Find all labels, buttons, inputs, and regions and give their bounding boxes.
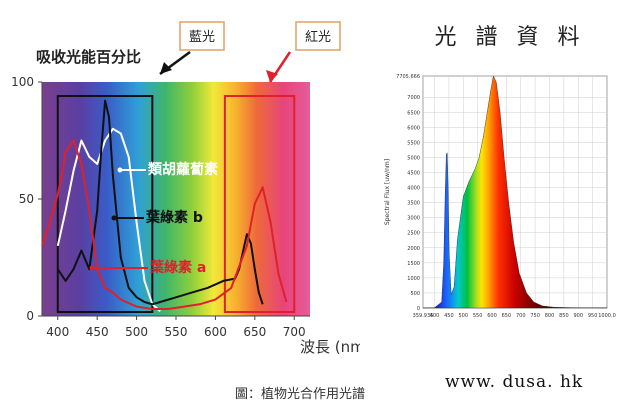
x-axis-title: 波長 (nm) xyxy=(300,338,360,356)
spectrum-y-tick-label: 2500 xyxy=(407,231,420,237)
spectrum-x-tick-label: 900 xyxy=(573,313,583,319)
spectrum-y-tick-label: 4500 xyxy=(407,171,420,177)
spectral-flux-area xyxy=(422,75,608,309)
x-tick-label: 500 xyxy=(125,325,148,339)
red-light-label: 紅光 xyxy=(305,30,331,45)
spectrum-x-tick-label: 700 xyxy=(516,313,526,319)
spectrum-x-tick-label: 550 xyxy=(473,313,483,319)
spectrum-x-tick-label: 800 xyxy=(545,313,555,319)
x-tick-label: 400 xyxy=(46,325,69,339)
spectrum-y-tick-label: 1500 xyxy=(407,261,420,267)
spectrum-y-tick-label: 7000 xyxy=(407,95,420,101)
spectrum-x-tick-label: 750 xyxy=(530,313,540,319)
x-tick-label: 600 xyxy=(204,325,227,339)
spectrum-x-tick-label: 359.935 xyxy=(413,313,434,319)
spectrum-title: 光 譜 資 料 xyxy=(435,25,586,50)
spectrum-axes: 0 500 1000 1500 2000 2500 3000 3500 4000 4500 5000… xyxy=(384,74,616,319)
spectrum-y-tick-label: 6500 xyxy=(407,110,420,116)
spectrum-x-tick-label: 500 xyxy=(458,313,468,319)
spectrum-y-tick-label: 1000 xyxy=(407,276,420,282)
red-light-callout-box xyxy=(295,21,341,51)
x-tick-label: 650 xyxy=(243,325,266,339)
red-light-arrowhead xyxy=(266,70,278,82)
spectrum-x-tick-label: 650 xyxy=(502,313,512,319)
spectrum-area xyxy=(422,75,608,309)
band-boxes xyxy=(56,95,296,313)
series-line-2 xyxy=(41,139,288,310)
band-box-blue xyxy=(56,95,154,313)
series-label-0: 類胡蘿蔔素 xyxy=(147,161,218,178)
chart-title-group: 吸收光能百分比 xyxy=(36,48,141,66)
x-tick-label: 450 xyxy=(86,325,109,339)
x-tick-label: 700 xyxy=(283,325,306,339)
spectrum-y-tick-label: 3500 xyxy=(407,201,420,207)
spectrum-y-tick-label: 3000 xyxy=(407,216,420,222)
y-tick-label: 0 xyxy=(26,309,34,323)
y-tick-label: 50 xyxy=(19,192,34,206)
series-label-dot-2 xyxy=(89,265,95,271)
band-box-red xyxy=(223,95,296,313)
spectrum-x-tick-label: 400 xyxy=(430,313,440,319)
spectrum-chart: 光 譜 資 料 0 500 1000 1500 2000 2500 3000 3500 4000… xyxy=(370,0,622,360)
spectrum-y-tick-label: 6000 xyxy=(407,125,420,131)
series-label-dot-0 xyxy=(117,167,123,173)
blue-light-callout-box xyxy=(179,21,225,51)
series-label-2: 葉綠素 a xyxy=(149,259,206,276)
spectrum-x-tick-label: 850 xyxy=(559,313,569,319)
axes: 400 450 500 550 600 650 700 0 50 100 波長 (nm) xyxy=(11,75,371,356)
series-line-0 xyxy=(56,127,161,313)
spectrum-y-tick-label: 5000 xyxy=(407,155,420,161)
annotation-callouts: 藍光 紅光 xyxy=(159,21,341,83)
y-tick-label: 100 xyxy=(11,75,34,89)
spectrum-y-tick-label: 0 xyxy=(417,306,420,312)
spectrum-background xyxy=(42,82,310,316)
spectrum-y-tick-label: 5500 xyxy=(407,140,420,146)
series-line-1 xyxy=(56,99,264,306)
series-label-1: 葉綠素 b xyxy=(145,209,203,226)
chart-title: 吸收光能百分比 xyxy=(36,48,141,66)
x-tick-label: 550 xyxy=(165,325,188,339)
absorption-chart: 400 450 500 550 600 650 700 0 50 100 波長 (nm) 吸收光能百… xyxy=(11,21,371,356)
series-label-dot-1 xyxy=(111,215,117,221)
absorption-series xyxy=(41,99,288,313)
website-text: www. dusa. hk xyxy=(445,372,584,392)
spectrum-y-tick-label: 2000 xyxy=(407,246,420,252)
spectrum-x-tick-label: 600 xyxy=(487,313,497,319)
spectrum-y-tick-label: 500 xyxy=(410,291,420,297)
spectrum-title-group: 光 譜 資 料 xyxy=(435,25,586,50)
blue-light-arrowhead xyxy=(160,62,172,74)
spectrum-y-tick-label: 7705.666 xyxy=(396,74,420,80)
spectrum-y-tick-label: 4000 xyxy=(407,186,420,192)
spectrum-x-tick-label: 950 xyxy=(588,313,598,319)
spectrum-x-tick-label: 450 xyxy=(444,313,454,319)
spectrum-x-tick-label: 1000.0 xyxy=(598,313,616,319)
figure-caption: 圖：植物光合作用光譜 xyxy=(235,387,366,402)
spectrum-y-axis-title: Spectral Flux [uw/nm] xyxy=(384,159,391,225)
blue-light-label: 藍光 xyxy=(189,30,215,45)
